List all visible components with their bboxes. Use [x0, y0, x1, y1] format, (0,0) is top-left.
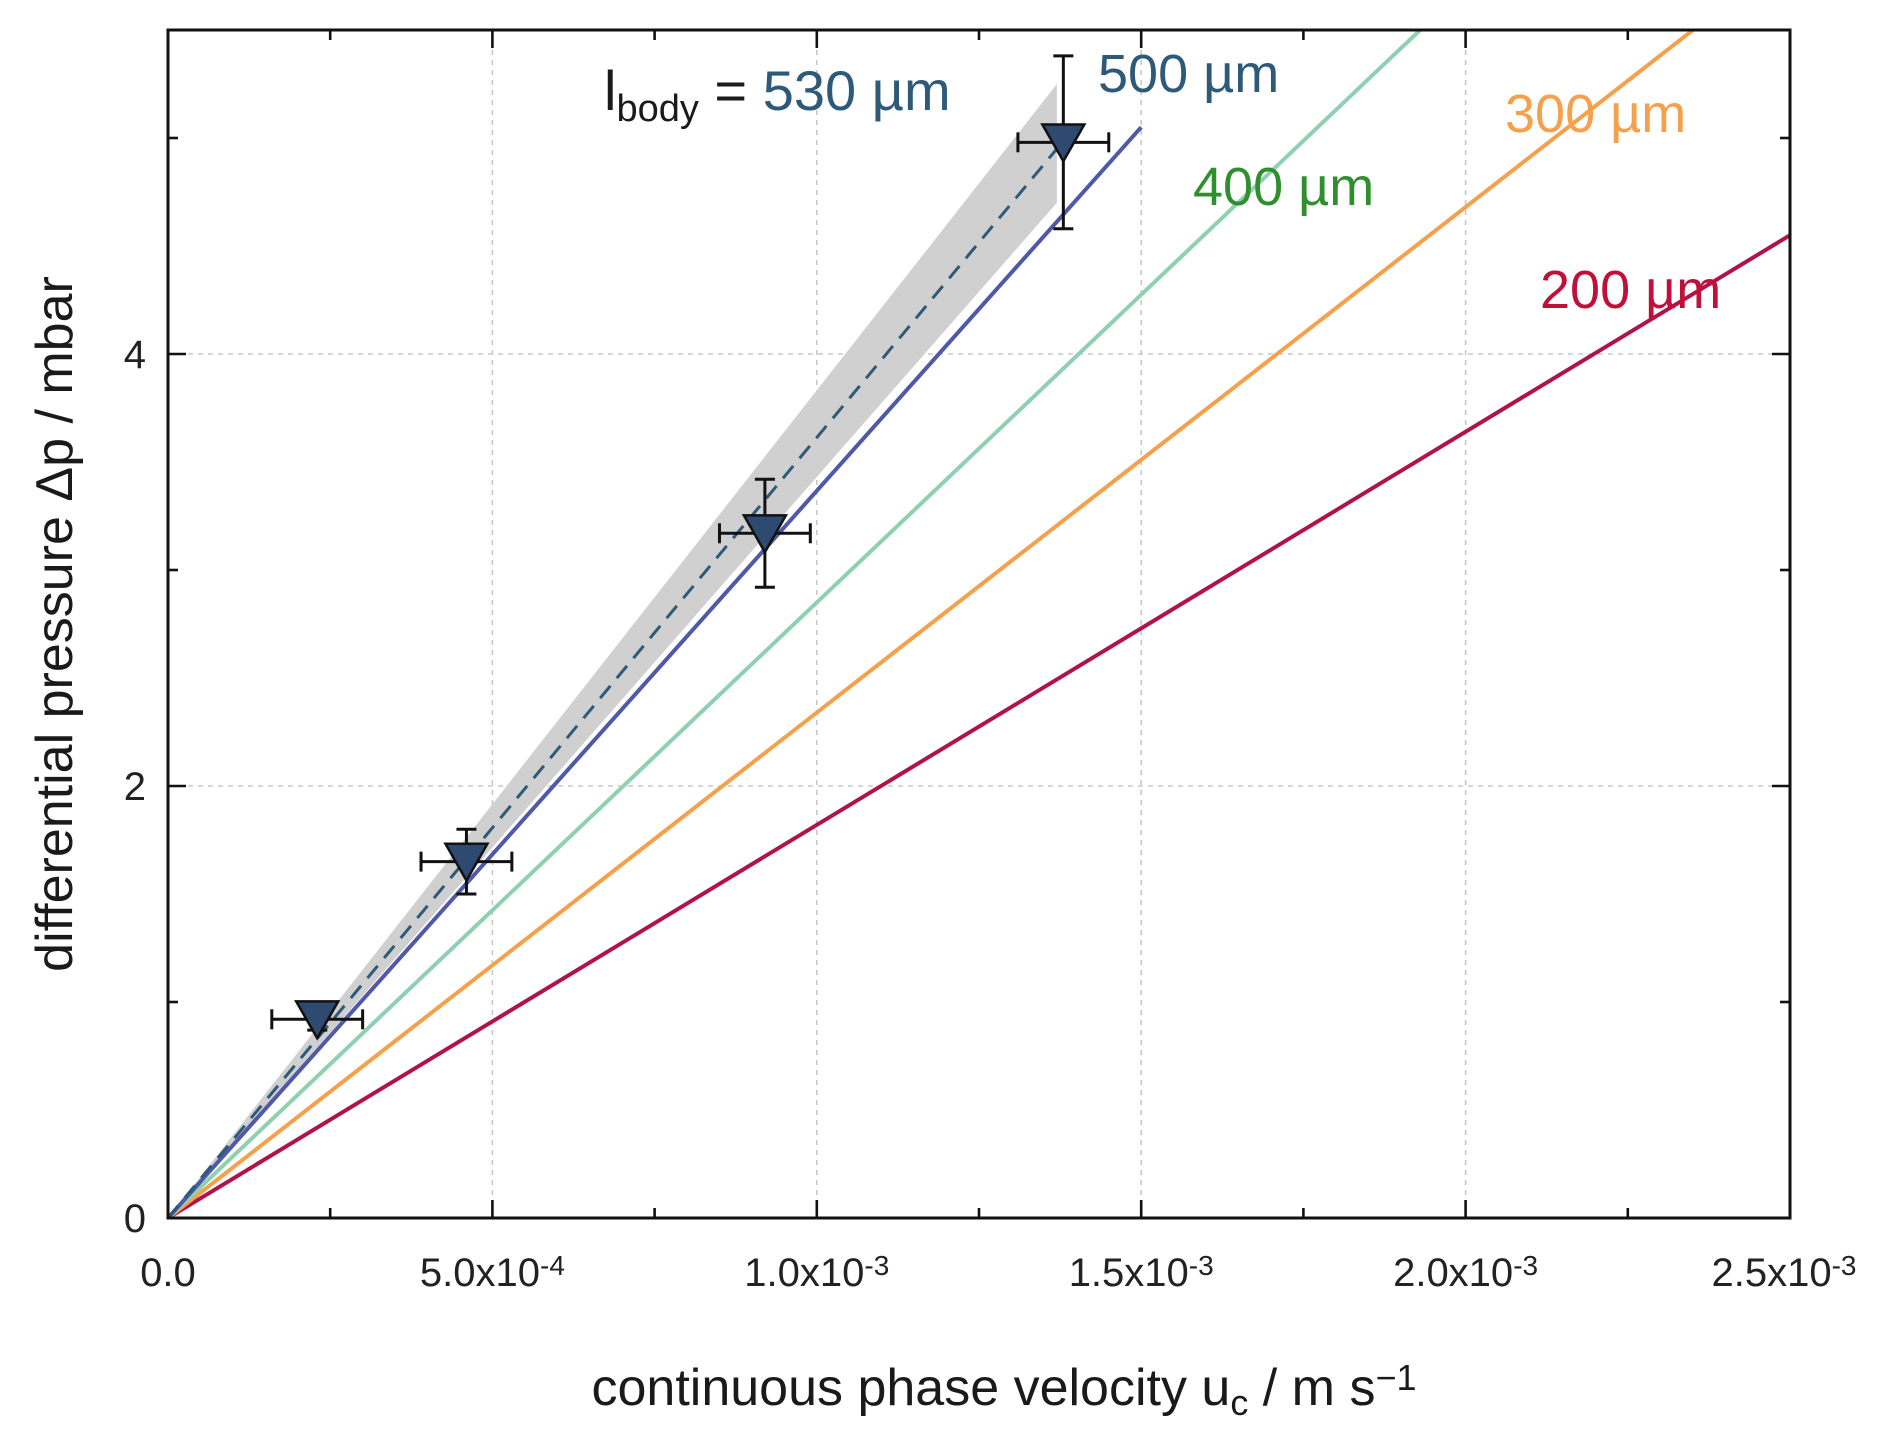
x-tick-label-base: 1.0x10 [744, 1251, 864, 1295]
data-point [1016, 54, 1111, 231]
triangle-marker [443, 842, 490, 884]
series-line [168, 125, 1143, 1218]
y-axis-label: differential pressure Δp / mbar [26, 276, 84, 972]
grid-lines [168, 30, 1790, 1218]
y-tick-label: 0 [124, 1197, 146, 1241]
series-line [168, 147, 1059, 1218]
data-point [270, 1000, 365, 1041]
tick-labels: 0.0 5.0x10-4 1.0x10-3 1.5x10-3 2.0x10-3 2.5x1… [124, 333, 1857, 1295]
x-tick-label: 2.5x10-3 [1711, 1250, 1856, 1295]
x-tick-label-exponent: -3 [1513, 1250, 1538, 1281]
l-body-symbol: l [604, 59, 616, 122]
x-tick-label-exponent: -3 [864, 1250, 889, 1281]
x-axis-label-main: continuous phase velocity u [591, 1359, 1230, 1417]
x-tick-label-exponent: -4 [540, 1250, 565, 1281]
y-tick-label: 2 [124, 765, 146, 809]
data-point [419, 827, 514, 896]
x-tick-label-exponent: -3 [1189, 1250, 1214, 1281]
x-axis-label-sub: c [1230, 1382, 1248, 1423]
l-body-equals: = [699, 59, 763, 122]
x-tick-label: 0.0 [140, 1251, 196, 1295]
x-tick-label-base: 2.5x10 [1711, 1251, 1831, 1295]
series-label-200um: 200 µm [1540, 260, 1721, 320]
x-tick-label-base: 2.0x10 [1393, 1251, 1513, 1295]
series-line [168, 233, 1790, 1218]
l-body-annotation: lbody = 530 µm [604, 59, 951, 130]
axis-ticks [166, 30, 1792, 1220]
x-axis-label-sup: −1 [1375, 1357, 1416, 1398]
triangle-marker [1040, 123, 1087, 164]
x-tick-label-exponent: -3 [1832, 1250, 1857, 1281]
confidence-band-area [168, 84, 1057, 1218]
x-axis-label-unit: / m s [1248, 1359, 1375, 1417]
x-tick-label-base: 0.0 [140, 1251, 196, 1295]
x-axis-label: continuous phase velocity uc / m s−1 [591, 1357, 1416, 1423]
series-label-400um: 400 µm [1193, 157, 1374, 217]
measurement-points [270, 54, 1111, 1041]
x-tick-label: 1.0x10-3 [744, 1250, 889, 1295]
confidence-band [168, 84, 1057, 1218]
data-point [717, 477, 812, 589]
l-body-value: 530 µm [763, 59, 951, 122]
l-body-subscript: body [616, 88, 698, 130]
x-tick-label: 5.0x10-4 [420, 1250, 565, 1295]
triangle-marker [294, 1000, 341, 1041]
series-label-500um: 500 µm [1098, 44, 1279, 104]
y-tick-label: 4 [124, 333, 146, 377]
x-tick-label-base: 5.0x10 [420, 1251, 540, 1295]
x-tick-label: 2.0x10-3 [1393, 1250, 1538, 1295]
series-line [168, 30, 1422, 1218]
series-line [168, 30, 1697, 1218]
series-lines [168, 30, 1790, 1218]
x-tick-label-base: 1.5x10 [1069, 1251, 1189, 1295]
x-tick-label: 1.5x10-3 [1069, 1250, 1214, 1295]
series-label-300um: 300 µm [1505, 84, 1686, 144]
triangle-marker [741, 514, 789, 555]
